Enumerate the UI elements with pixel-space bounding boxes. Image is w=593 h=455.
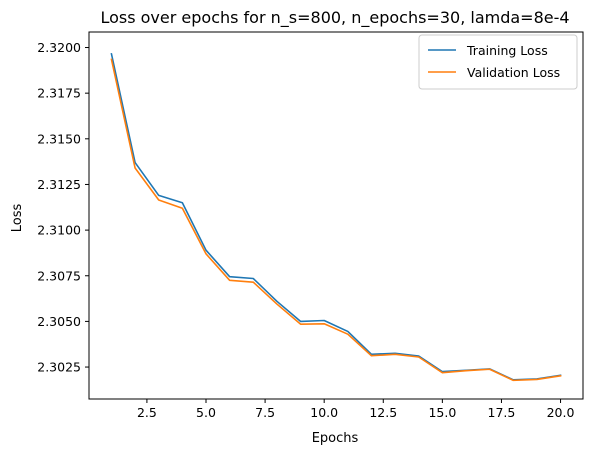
lines-layer bbox=[110, 52, 562, 382]
y-tick-label: 2.3100 bbox=[37, 223, 81, 238]
series-line-validation-loss bbox=[110, 58, 562, 382]
x-tick-label: 5.0 bbox=[196, 405, 216, 420]
legend-frame bbox=[418, 34, 578, 90]
x-axis-label: Epochs bbox=[312, 431, 359, 446]
legend-label-training-loss: Training Loss bbox=[466, 43, 548, 58]
x-tick-label: 15.0 bbox=[428, 405, 456, 420]
legend-label-validation-loss: Validation Loss bbox=[467, 65, 560, 80]
y-tick-label: 2.3050 bbox=[37, 314, 81, 329]
series-line-training-loss bbox=[110, 52, 562, 381]
y-axis-label: Loss bbox=[10, 204, 25, 233]
y-tick-label: 2.3175 bbox=[37, 86, 81, 101]
chart-title: Loss over epochs for n_s=800, n_epochs=3… bbox=[100, 8, 569, 28]
x-tick-label: 7.5 bbox=[255, 405, 275, 420]
y-tick-label: 2.3200 bbox=[37, 40, 81, 55]
plot-area bbox=[88, 31, 584, 400]
x-tick-label: 2.5 bbox=[137, 405, 157, 420]
x-tick-label: 20.0 bbox=[547, 405, 575, 420]
x-tick-label: 12.5 bbox=[369, 405, 397, 420]
x-tick-label: 10.0 bbox=[310, 405, 338, 420]
y-tick-label: 2.3125 bbox=[37, 177, 81, 192]
x-tick-label: 17.5 bbox=[488, 405, 516, 420]
legend: Training Loss Validation Loss bbox=[418, 34, 578, 90]
y-tick-label: 2.3025 bbox=[37, 360, 81, 375]
plot-frame bbox=[88, 31, 584, 400]
y-tick-label: 2.3150 bbox=[37, 131, 81, 146]
y-tick-label: 2.3075 bbox=[37, 268, 81, 283]
ticks-layer: 2.5 5.0 7.5 10.0 12.5 15.0 17.5 20.0 2.3025 2.305… bbox=[37, 40, 574, 420]
